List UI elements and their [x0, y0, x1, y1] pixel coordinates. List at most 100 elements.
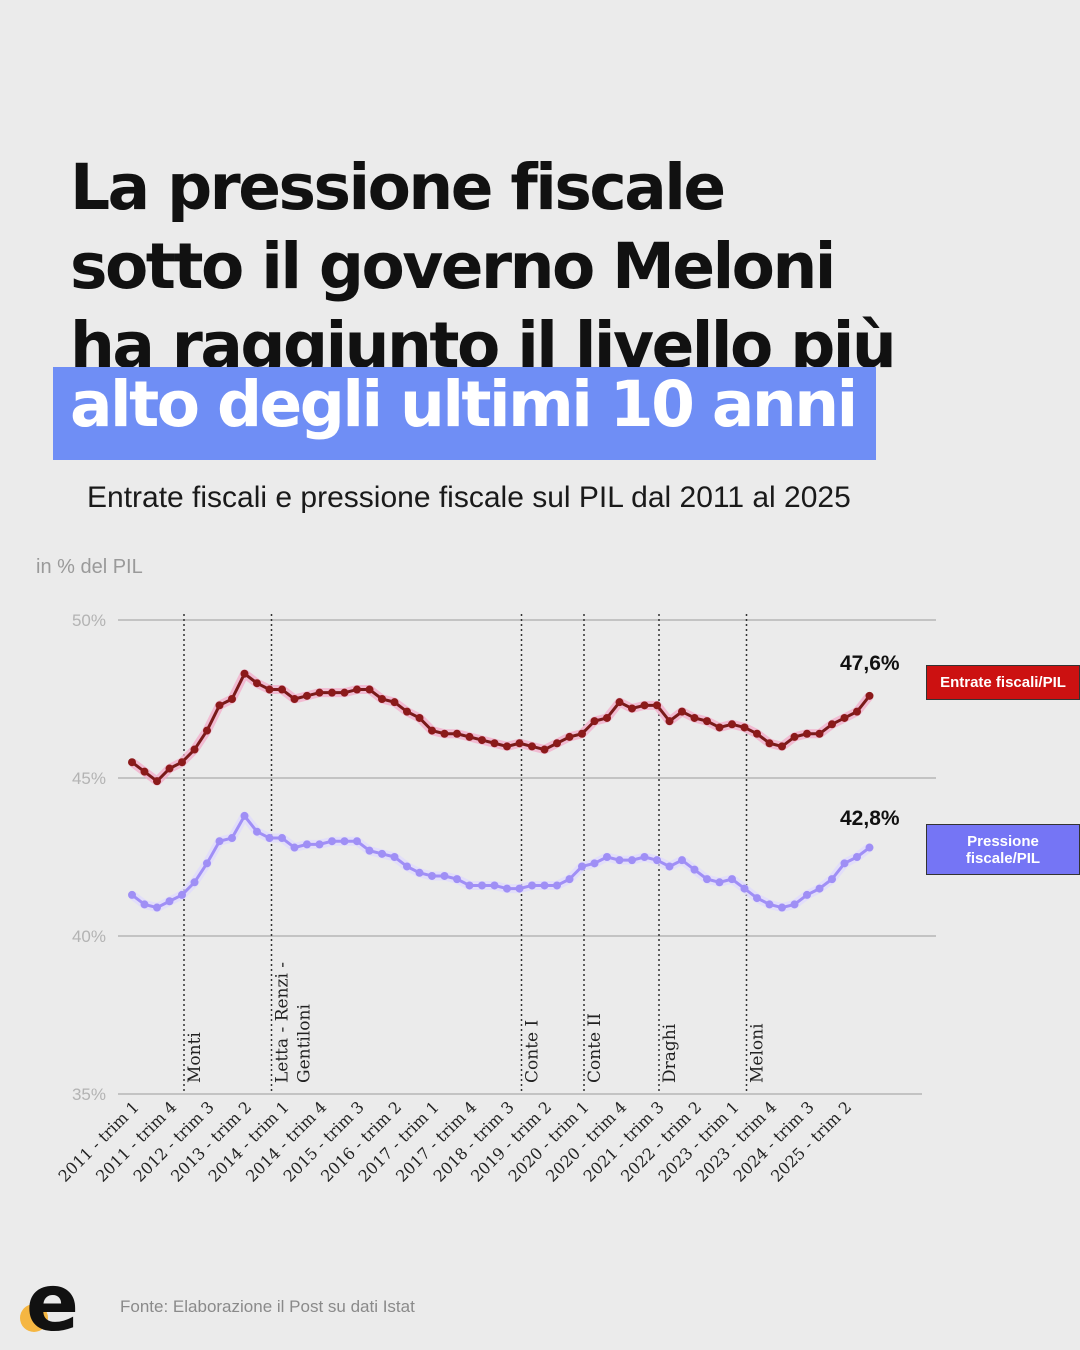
data-point	[503, 884, 511, 893]
data-point	[528, 742, 536, 751]
data-point	[803, 890, 811, 899]
data-point	[853, 707, 861, 716]
data-point	[290, 843, 299, 852]
data-point	[628, 704, 636, 713]
data-point	[653, 856, 661, 865]
data-point	[815, 884, 824, 893]
period-label: Meloni	[748, 1023, 768, 1083]
data-point	[240, 669, 249, 678]
data-point	[515, 884, 524, 893]
data-point	[828, 720, 836, 729]
data-point	[715, 878, 724, 887]
data-point	[165, 764, 174, 773]
period-label: Draghi	[660, 1023, 680, 1083]
period-label: Monti	[185, 1032, 205, 1083]
data-point	[578, 862, 586, 871]
data-point	[628, 856, 636, 865]
data-point	[740, 723, 749, 732]
data-point	[553, 739, 561, 748]
data-point	[478, 736, 486, 745]
y-tick-label: 40%	[72, 927, 106, 946]
data-point	[803, 729, 811, 738]
data-point	[140, 900, 149, 909]
data-point	[440, 729, 449, 738]
data-point	[290, 695, 299, 703]
data-point	[440, 871, 449, 880]
data-point	[403, 707, 411, 716]
data-point	[178, 758, 186, 767]
data-point	[203, 726, 211, 735]
data-point	[128, 890, 136, 899]
data-point	[540, 881, 549, 890]
data-point	[415, 713, 424, 722]
data-point	[140, 767, 149, 776]
legend-pressione: Pressione fiscale/PIL	[926, 824, 1080, 875]
data-point	[415, 868, 424, 877]
data-point	[365, 846, 374, 855]
data-point	[428, 871, 436, 880]
y-tick-label: 35%	[72, 1085, 106, 1104]
source-note: Fonte: Elaborazione il Post su dati Ista…	[120, 1297, 415, 1316]
data-point	[578, 729, 586, 738]
data-point	[153, 777, 161, 786]
data-point	[315, 840, 324, 849]
headline-highlight-box	[53, 367, 876, 460]
y-tick-label: 50%	[72, 611, 106, 630]
data-point	[353, 837, 361, 846]
data-point	[740, 884, 749, 893]
legend-entrate: Entrate fiscali/PIL	[926, 665, 1080, 700]
data-point	[178, 890, 186, 899]
y-axis-unit-label: in % del PIL	[36, 556, 143, 578]
logo-letter: e	[26, 1270, 79, 1336]
data-point	[428, 726, 436, 735]
data-point	[703, 875, 711, 884]
legend-entrate-label: Entrate fiscali/PIL	[940, 674, 1066, 691]
data-point	[590, 717, 599, 726]
data-point	[728, 875, 736, 884]
headline-highlight: alto degli ultimi 10 anni	[70, 368, 858, 441]
data-point	[865, 843, 874, 852]
period-label: Letta - Renzi -	[273, 962, 293, 1083]
data-point	[553, 881, 561, 890]
data-point	[328, 688, 336, 697]
pressione-end-label: 42,8%	[840, 807, 900, 830]
data-point	[540, 745, 549, 754]
data-point	[678, 707, 686, 716]
data-point	[790, 900, 799, 909]
data-point	[778, 903, 786, 912]
data-point	[315, 688, 324, 697]
data-point	[678, 856, 686, 865]
data-point	[203, 859, 211, 868]
legend-pressione-label: Pressione fiscale/PIL	[965, 832, 1041, 867]
headline-line-1: La pressione fiscale	[70, 151, 726, 224]
data-point	[165, 897, 174, 906]
data-point	[153, 903, 161, 912]
data-point	[215, 837, 224, 846]
line-chart: 50% 45% 40% 35% Monti Letta - Renzi - Gentilon…	[54, 611, 936, 1186]
data-point	[465, 732, 474, 741]
data-point	[753, 894, 761, 903]
data-point	[403, 862, 411, 871]
series-line	[131, 672, 871, 783]
data-point	[215, 701, 224, 710]
data-point	[853, 853, 861, 861]
data-point	[453, 729, 461, 738]
data-point	[715, 723, 724, 732]
chart-subtitle: Entrate fiscali e pressione fiscale sul …	[87, 481, 851, 514]
data-point	[365, 685, 374, 694]
data-point	[778, 742, 786, 751]
e-logo-icon: e	[20, 1270, 79, 1336]
period-label: Conte II	[585, 1013, 605, 1083]
data-point	[665, 862, 674, 871]
data-point	[265, 834, 274, 843]
data-point	[528, 881, 536, 890]
data-point	[603, 853, 611, 861]
data-point	[728, 720, 736, 729]
data-point	[753, 729, 761, 738]
data-point	[353, 685, 361, 694]
data-point	[840, 713, 849, 722]
data-point	[865, 691, 874, 700]
data-point	[690, 713, 699, 722]
series-line	[131, 814, 871, 910]
data-point	[240, 811, 249, 820]
